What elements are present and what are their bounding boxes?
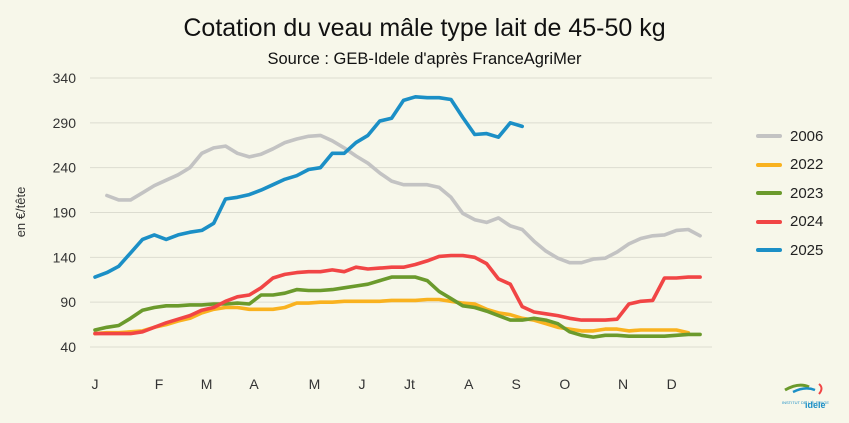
- x-tick-label: J: [358, 376, 365, 392]
- series-line-2023: [93, 275, 702, 339]
- idele-logo: INSTITUT DE L'ÉLEVAGE idele: [782, 383, 829, 410]
- y-tick-label: 340: [53, 70, 77, 86]
- svg-text:idele: idele: [805, 400, 826, 410]
- x-tick-label: M: [309, 376, 321, 392]
- legend-item-2023: 2023: [756, 179, 823, 208]
- y-tick-label: 190: [53, 205, 77, 221]
- legend-swatch: [756, 248, 782, 253]
- legend-item-2024: 2024: [756, 208, 823, 237]
- legend-swatch: [756, 162, 782, 167]
- legend-item-2025: 2025: [756, 236, 823, 265]
- legend-swatch: [756, 191, 782, 196]
- legend-label: 2024: [790, 213, 824, 231]
- legend-label: 2023: [790, 184, 824, 202]
- series-line-2025: [93, 95, 525, 279]
- x-tick-label: J: [92, 376, 99, 392]
- x-tick-label: A: [249, 376, 259, 392]
- x-tick-label: F: [155, 376, 164, 392]
- legend-item-2006: 2006: [756, 122, 823, 151]
- svg-text:INSTITUT DE L'ÉLEVAGE: INSTITUT DE L'ÉLEVAGE: [782, 400, 829, 405]
- y-axis-label: en €/tête: [13, 187, 28, 238]
- y-tick-label: 290: [53, 115, 77, 131]
- x-tick-label: M: [201, 376, 213, 392]
- legend-label: 2006: [790, 127, 824, 145]
- legend-item-2022: 2022: [756, 151, 823, 180]
- legend-label: 2022: [790, 156, 824, 174]
- x-tick-label: Jt: [404, 376, 415, 392]
- series-line-2006: [105, 133, 702, 265]
- series-line-2022: [93, 297, 691, 336]
- x-tick-label: A: [464, 376, 474, 392]
- legend-swatch: [756, 134, 782, 139]
- legend-swatch: [756, 219, 782, 224]
- x-tick-label: N: [618, 376, 628, 392]
- chart-legend: 2006 2022 2023 2024 2025: [756, 122, 823, 265]
- x-tick-label: D: [667, 376, 677, 392]
- x-tick-label: O: [559, 376, 570, 392]
- x-tick-label: S: [512, 376, 521, 392]
- y-tick-label: 90: [60, 294, 76, 310]
- legend-label: 2025: [790, 241, 824, 259]
- chart-subtitle: Source : GEB-Idele d'après FranceAgriMer: [267, 50, 582, 68]
- series-line-2024: [93, 253, 702, 336]
- chart-title: Cotation du veau mâle type lait de 45-50…: [183, 14, 666, 42]
- y-tick-label: 240: [53, 160, 77, 176]
- y-tick-label: 140: [53, 249, 77, 265]
- y-tick-label: 40: [60, 339, 76, 355]
